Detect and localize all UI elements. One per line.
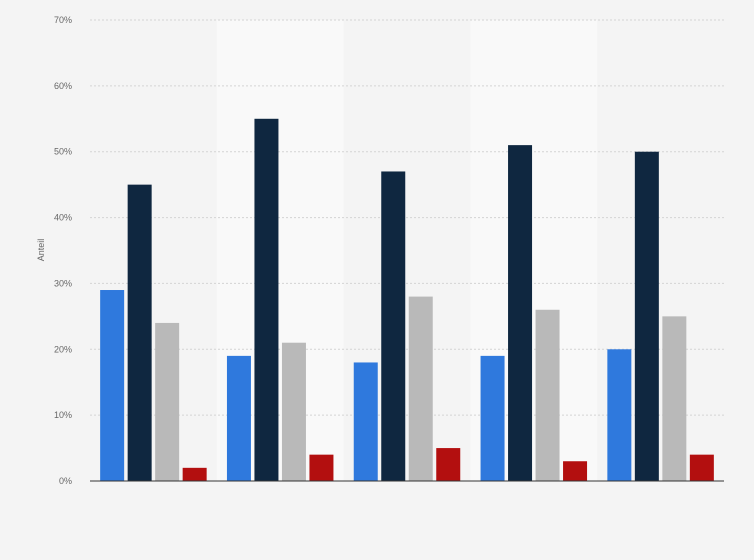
bar[interactable] xyxy=(535,309,560,481)
y-tick-label: 0% xyxy=(59,476,72,486)
bar[interactable] xyxy=(634,151,659,481)
y-tick-label: 30% xyxy=(54,278,72,288)
bar[interactable] xyxy=(408,296,433,481)
bar[interactable] xyxy=(226,355,251,481)
bar[interactable] xyxy=(480,355,505,481)
bars xyxy=(100,118,714,482)
bar[interactable] xyxy=(353,362,378,481)
bar[interactable] xyxy=(281,342,306,481)
gridlines xyxy=(90,19,724,416)
bar[interactable] xyxy=(182,467,207,481)
y-axis-ticks: 0% 10% 20% 30% 40% 50% 60% 70% xyxy=(54,15,72,486)
bar[interactable] xyxy=(508,145,533,481)
bar[interactable] xyxy=(254,118,279,482)
bar[interactable] xyxy=(127,184,152,481)
bar[interactable] xyxy=(436,448,461,481)
bar[interactable] xyxy=(309,454,334,481)
bar[interactable] xyxy=(100,290,125,481)
bar[interactable] xyxy=(689,454,714,481)
y-tick-label: 40% xyxy=(54,213,72,223)
y-tick-label: 60% xyxy=(54,81,72,91)
bar[interactable] xyxy=(607,349,632,481)
y-tick-label: 70% xyxy=(54,15,72,25)
y-tick-label: 20% xyxy=(54,344,72,354)
y-tick-label: 50% xyxy=(54,147,72,157)
y-tick-label: 10% xyxy=(54,410,72,420)
bar[interactable] xyxy=(563,461,588,481)
y-axis-title: Anteil xyxy=(36,239,46,262)
bar[interactable] xyxy=(155,322,180,481)
bar[interactable] xyxy=(662,316,687,481)
bar[interactable] xyxy=(381,171,406,481)
